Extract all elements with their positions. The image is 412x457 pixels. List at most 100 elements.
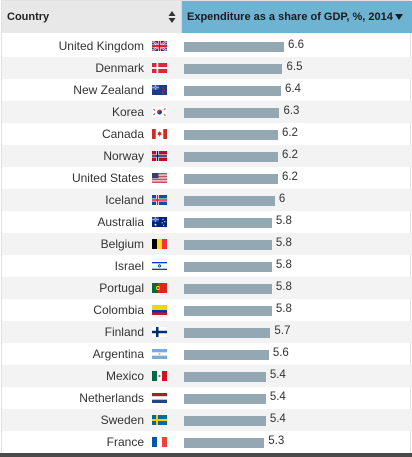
sort-icon[interactable] bbox=[168, 10, 176, 24]
table-row[interactable]: Netherlands 5.4 bbox=[2, 387, 412, 409]
table-header: Country Expenditure as a share of GDP, %… bbox=[2, 1, 412, 33]
country-label: Denmark bbox=[95, 61, 144, 75]
value-label: 6.5 bbox=[286, 61, 303, 73]
country-label: United States bbox=[71, 171, 144, 185]
table-row[interactable]: Sweden 5.4 bbox=[2, 409, 412, 431]
table-row[interactable]: Mexico 5.4 bbox=[2, 365, 412, 387]
value-label: 5.8 bbox=[275, 237, 292, 249]
sweden-flag-icon bbox=[152, 415, 167, 425]
bottom-rule bbox=[0, 453, 412, 457]
value-label: 6.3 bbox=[283, 105, 300, 117]
country-label: Argentina bbox=[92, 347, 144, 361]
value-label: 6.2 bbox=[281, 127, 298, 139]
portugal-flag-icon bbox=[152, 283, 167, 293]
expenditure-column-header[interactable]: Expenditure as a share of GDP, %, 2014 bbox=[182, 1, 412, 33]
mexico-flag-icon bbox=[152, 371, 167, 381]
country-label: Portugal bbox=[99, 281, 144, 295]
korea-flag-icon bbox=[152, 107, 167, 117]
value-label: 6.6 bbox=[288, 39, 304, 51]
bar bbox=[184, 64, 283, 74]
new-zealand-flag-icon bbox=[152, 85, 167, 95]
value-label: 6.2 bbox=[281, 149, 298, 161]
country-header-label: Country bbox=[7, 11, 50, 23]
bar bbox=[184, 108, 280, 118]
value-label: 5.6 bbox=[272, 347, 289, 359]
value-label: 5.8 bbox=[275, 259, 292, 271]
country-label: Canada bbox=[101, 127, 144, 141]
bar bbox=[184, 152, 278, 162]
denmark-flag-icon bbox=[152, 63, 167, 73]
table-row[interactable]: Iceland 6 bbox=[2, 189, 412, 211]
table-row[interactable]: Australia 5.8 bbox=[2, 211, 412, 233]
bar bbox=[184, 284, 272, 294]
value-label: 5.4 bbox=[269, 391, 286, 403]
bar bbox=[184, 240, 272, 250]
sort-descending-icon[interactable] bbox=[395, 14, 403, 20]
france-flag-icon bbox=[152, 437, 167, 447]
united-states-flag-icon bbox=[152, 173, 167, 183]
country-label: Korea bbox=[111, 105, 144, 119]
country-label: Netherlands bbox=[79, 391, 144, 405]
bar bbox=[184, 262, 272, 272]
country-label: New Zealand bbox=[73, 83, 144, 97]
country-label: Colombia bbox=[93, 303, 144, 317]
table-row[interactable]: Korea 6.3 bbox=[2, 101, 412, 123]
country-label: Mexico bbox=[105, 369, 144, 383]
value-label: 6.4 bbox=[284, 83, 301, 95]
table-row[interactable]: Portugal 5.8 bbox=[2, 277, 412, 299]
bar bbox=[184, 306, 272, 316]
value-label: 5.8 bbox=[275, 215, 292, 227]
country-label: Norway bbox=[103, 149, 144, 163]
expenditure-header-label: Expenditure as a share of GDP, %, 2014 bbox=[187, 11, 393, 23]
value-label: 6 bbox=[278, 193, 286, 205]
table-row[interactable]: Colombia 5.8 bbox=[2, 299, 412, 321]
norway-flag-icon bbox=[152, 151, 167, 161]
bar bbox=[184, 218, 272, 228]
table-row[interactable]: France 5.3 bbox=[2, 431, 412, 453]
value-label: 5.8 bbox=[275, 281, 292, 293]
table-row[interactable]: Denmark 6.5 bbox=[2, 57, 412, 79]
value-label: 5.8 bbox=[275, 303, 292, 315]
table-row[interactable]: United Kingdom 6.6 bbox=[2, 35, 412, 57]
table-row[interactable]: Israel 5.8 bbox=[2, 255, 412, 277]
bar bbox=[184, 86, 281, 96]
country-label: Australia bbox=[97, 215, 144, 229]
bar bbox=[184, 372, 266, 382]
country-label: Finland bbox=[104, 325, 144, 339]
bar bbox=[184, 174, 278, 184]
uk-flag-icon bbox=[152, 41, 167, 51]
bar bbox=[184, 196, 275, 206]
value-label: 6.2 bbox=[281, 171, 298, 183]
argentina-flag-icon bbox=[152, 349, 167, 359]
belgium-flag-icon bbox=[152, 239, 167, 249]
table-row[interactable]: New Zealand 6.4 bbox=[2, 79, 412, 101]
bar bbox=[184, 350, 269, 360]
table-row[interactable]: United States 6.2 bbox=[2, 167, 412, 189]
table-row[interactable]: Belgium 5.8 bbox=[2, 233, 412, 255]
table-row[interactable]: Finland 5.7 bbox=[2, 321, 412, 343]
value-label: 5.3 bbox=[268, 435, 285, 447]
netherlands-flag-icon bbox=[152, 393, 167, 403]
table-row[interactable]: Norway 6.2 bbox=[2, 145, 412, 167]
country-label: United Kingdom bbox=[58, 39, 144, 53]
iceland-flag-icon bbox=[152, 195, 167, 205]
australia-flag-icon bbox=[152, 217, 167, 227]
value-label: 5.4 bbox=[269, 413, 286, 425]
finland-flag-icon bbox=[152, 327, 167, 337]
bar bbox=[184, 42, 284, 52]
bar bbox=[184, 328, 271, 338]
country-label: Israel bbox=[114, 259, 144, 273]
table-row[interactable]: Canada 6.2 bbox=[2, 123, 412, 145]
value-label: 5.4 bbox=[269, 369, 286, 381]
bar bbox=[184, 130, 278, 140]
bar bbox=[184, 394, 266, 404]
bar bbox=[184, 438, 265, 448]
country-column-header[interactable]: Country bbox=[2, 1, 182, 33]
country-label: Belgium bbox=[100, 237, 144, 251]
colombia-flag-icon bbox=[152, 305, 167, 315]
table-row[interactable]: Argentina 5.6 bbox=[2, 343, 412, 365]
country-label: Iceland bbox=[105, 193, 144, 207]
bar bbox=[184, 416, 266, 426]
canada-flag-icon bbox=[152, 129, 167, 139]
